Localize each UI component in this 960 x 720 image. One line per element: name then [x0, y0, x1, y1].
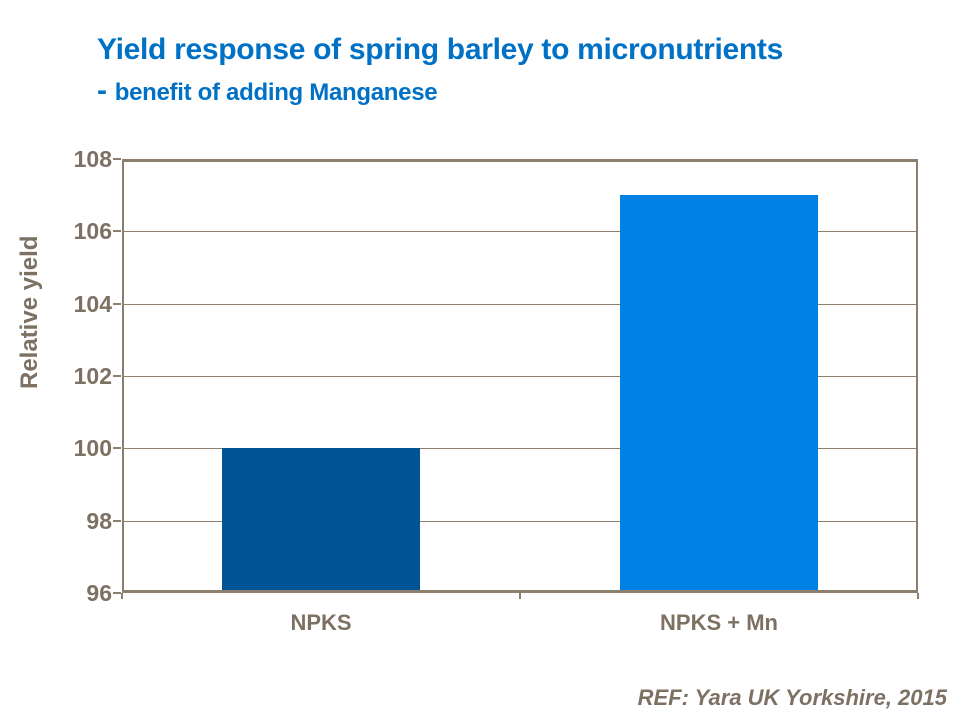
y-tick-mark-96: [113, 592, 121, 594]
gridline-102: [124, 376, 916, 377]
bar-npks-mn: [620, 195, 818, 590]
y-tick-label-106: 106: [73, 218, 112, 244]
x-tick-mark-0: [121, 593, 123, 599]
x-category-label-2: NPKS + Mn: [660, 610, 778, 635]
gridline-104: [124, 304, 916, 305]
x-tick-mark-2: [917, 593, 919, 599]
gridline-100: [124, 448, 916, 449]
y-tick-mark-100: [113, 447, 121, 449]
chart-subtitle: - benefit of adding Manganese: [97, 74, 438, 108]
y-tick-label-100: 100: [73, 435, 112, 461]
y-tick-mark-108: [113, 158, 121, 160]
chart-title: Yield response of spring barley to micro…: [97, 33, 783, 66]
y-axis-title: Relative yield: [16, 235, 43, 390]
subtitle-dash: -: [97, 74, 107, 107]
y-tick-mark-102: [113, 375, 121, 377]
y-tick-label-98: 98: [86, 508, 112, 534]
y-tick-label-104: 104: [73, 291, 112, 317]
gridline-106: [124, 231, 916, 232]
x-tick-mark-1: [519, 593, 521, 599]
y-tick-label-96: 96: [86, 580, 112, 606]
gridline-98: [124, 521, 916, 522]
y-tick-label-102: 102: [73, 363, 112, 389]
y-tick-label-108: 108: [73, 146, 112, 172]
y-tick-mark-106: [113, 230, 121, 232]
y-tick-mark-104: [113, 303, 121, 305]
y-tick-mark-98: [113, 520, 121, 522]
reference-text: REF: Yara UK Yorkshire, 2015: [637, 685, 947, 710]
x-category-label-1: NPKS: [290, 610, 352, 635]
bar-npks: [222, 448, 420, 590]
subtitle-text: benefit of adding Manganese: [114, 79, 438, 106]
